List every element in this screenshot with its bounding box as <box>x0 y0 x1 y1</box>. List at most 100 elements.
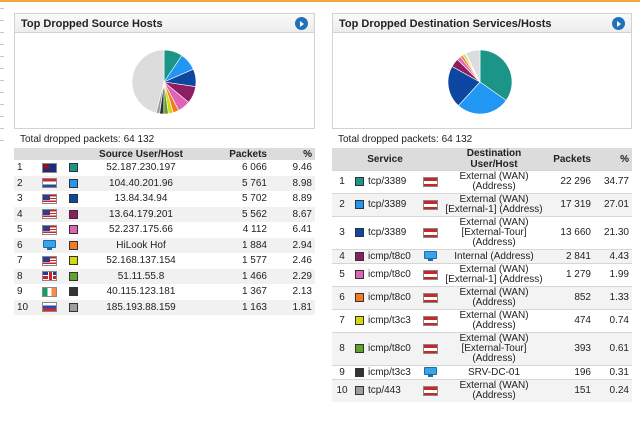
color-swatch <box>355 293 364 303</box>
table-row[interactable]: 1 52.187.230.197 6 066 9.46 <box>14 160 315 176</box>
row-rank: 2 <box>17 177 23 189</box>
row-destination: External (WAN) (Address) <box>442 170 546 194</box>
table-row[interactable]: 7 52.168.137.154 1 577 2.46 <box>14 253 315 269</box>
row-icon <box>418 263 442 287</box>
row-rank: 6 <box>332 286 352 310</box>
row-packets: 1 279 <box>546 263 594 287</box>
left-edge-ticks <box>0 8 4 148</box>
service-label: icmp/t3c3 <box>368 315 411 327</box>
source-hosts-pie-chart <box>131 49 197 115</box>
monitor-icon <box>423 251 437 262</box>
row-rank: 6 <box>17 239 23 251</box>
col-service[interactable]: Service <box>352 148 418 171</box>
arrow-right-icon[interactable] <box>612 17 625 30</box>
row-rank: 1 <box>332 170 352 194</box>
table-row[interactable]: 5 52.237.175.66 4 112 6.41 <box>14 222 315 238</box>
total-label: Total dropped packets: <box>20 134 121 145</box>
flag-lan-icon <box>422 385 438 396</box>
flag-ie-icon <box>41 286 57 297</box>
row-color <box>62 222 84 238</box>
table-row[interactable]: 4 icmp/t8c0 Internal (Address) 2 841 4.43 <box>332 248 632 264</box>
row-destination: External (WAN) (Address) <box>442 309 546 333</box>
row-destination: External (WAN) [External-Tour] (Address) <box>442 216 546 250</box>
row-color <box>62 191 84 207</box>
source-pie-slice-11[interactable] <box>131 49 165 114</box>
table-row[interactable]: 2 104.40.201.96 5 761 8.98 <box>14 175 315 192</box>
row-service: tcp/3389 <box>352 170 418 194</box>
row-rank: 5 <box>332 263 352 287</box>
service-label: tcp/443 <box>368 385 401 397</box>
table-row[interactable]: 1 tcp/3389 External (WAN) (Address) 22 296 3… <box>332 170 632 194</box>
row-flag <box>36 269 62 285</box>
flag-us-icon <box>41 255 57 266</box>
row-rank: 9 <box>17 286 23 298</box>
col-source-user-host[interactable]: Source User/Host <box>84 148 198 160</box>
row-icon <box>418 379 442 403</box>
color-swatch <box>355 367 364 377</box>
table-row[interactable]: 3 13.84.34.94 5 702 8.89 <box>14 191 315 207</box>
table-row[interactable]: 9 icmp/t3c3 SRV-DC-01 196 0.31 <box>332 365 632 380</box>
color-swatch <box>68 225 78 235</box>
table-row[interactable]: 10 185.193.88.159 1 163 1.81 <box>14 299 315 316</box>
row-flag <box>36 191 62 207</box>
row-host: 52.237.175.66 <box>109 224 173 236</box>
row-destination: External (WAN) [External-1] (Address) <box>442 193 546 217</box>
row-packets: 13 660 <box>546 216 594 250</box>
flag-ru-icon <box>41 302 57 313</box>
row-rank: 9 <box>332 365 352 380</box>
row-rank: 3 <box>332 216 352 250</box>
row-service: icmp/t8c0 <box>352 286 418 310</box>
table-header-row: Source User/Host Packets % <box>14 148 315 160</box>
table-row[interactable]: 5 icmp/t8c0 External (WAN) [External-1] (A… <box>332 263 632 287</box>
table-row[interactable]: 4 13.64.179.201 5 562 8.67 <box>14 206 315 223</box>
service-label: icmp/t8c0 <box>368 292 411 304</box>
row-icon <box>418 170 442 194</box>
table-row[interactable]: 2 tcp/3389 External (WAN) [External-1] (Ad… <box>332 193 632 217</box>
destination-pie-slice-11[interactable] <box>465 49 481 83</box>
row-rank: 10 <box>332 379 352 403</box>
row-color <box>62 160 84 176</box>
row-flag <box>36 176 62 192</box>
row-percent: 8.98 <box>292 177 312 189</box>
col-icon <box>418 148 442 171</box>
col-percent[interactable]: % <box>594 148 632 171</box>
row-service: icmp/t8c0 <box>352 332 418 366</box>
table-row[interactable]: 6 HiLook Hof 1 884 2.94 <box>14 237 315 253</box>
arrow-right-icon[interactable] <box>295 17 308 30</box>
row-percent: 1.81 <box>292 301 312 313</box>
destination-services-pie-chart <box>447 49 513 115</box>
table-header-row: Service Destination User/Host Packets % <box>332 148 632 171</box>
table-row[interactable]: 8 51.11.55.8 1 466 2.29 <box>14 268 315 285</box>
col-packets[interactable]: Packets <box>198 148 270 160</box>
table-row[interactable]: 10 tcp/443 External (WAN) (Address) 151 0.24 <box>332 379 632 403</box>
destination-pie-slice-1[interactable] <box>479 49 513 101</box>
destination-pie-slice-2[interactable] <box>457 81 507 115</box>
row-rank: 4 <box>332 248 352 264</box>
row-rank: 8 <box>17 270 23 282</box>
col-destination-user-host[interactable]: Destination User/Host <box>442 148 546 171</box>
table-row[interactable]: 9 40.115.123.181 1 367 2.13 <box>14 284 315 300</box>
panel-title: Top Dropped Destination Services/Hosts <box>339 18 552 30</box>
table-row[interactable]: 6 icmp/t8c0 External (WAN) (Address) 852 1.3… <box>332 286 632 310</box>
color-swatch <box>355 316 364 326</box>
row-color <box>62 207 84 223</box>
destination-pie-slice-3[interactable] <box>447 66 481 107</box>
color-swatch <box>68 302 78 312</box>
row-icon <box>418 193 442 217</box>
row-percent: 2.46 <box>292 255 312 267</box>
top-accent-line <box>0 0 640 2</box>
row-packets: 17 319 <box>546 193 594 217</box>
table-row[interactable]: 8 icmp/t8c0 External (WAN) [External-Tour]… <box>332 332 632 366</box>
color-swatch <box>355 176 364 186</box>
col-packets[interactable]: Packets <box>546 148 594 171</box>
pie-chart-area <box>332 33 632 129</box>
table-row[interactable]: 7 icmp/t3c3 External (WAN) (Address) 474 0.7… <box>332 309 632 333</box>
flag-au-icon <box>41 162 57 173</box>
row-flag <box>36 222 62 238</box>
col-percent[interactable]: % <box>270 148 315 160</box>
row-flag <box>36 300 62 316</box>
table-row[interactable]: 3 tcp/3389 External (WAN) [External-Tour] … <box>332 216 632 250</box>
color-swatch <box>68 256 78 266</box>
total-label: Total dropped packets: <box>338 134 439 145</box>
row-percent: 4.43 <box>594 248 632 264</box>
